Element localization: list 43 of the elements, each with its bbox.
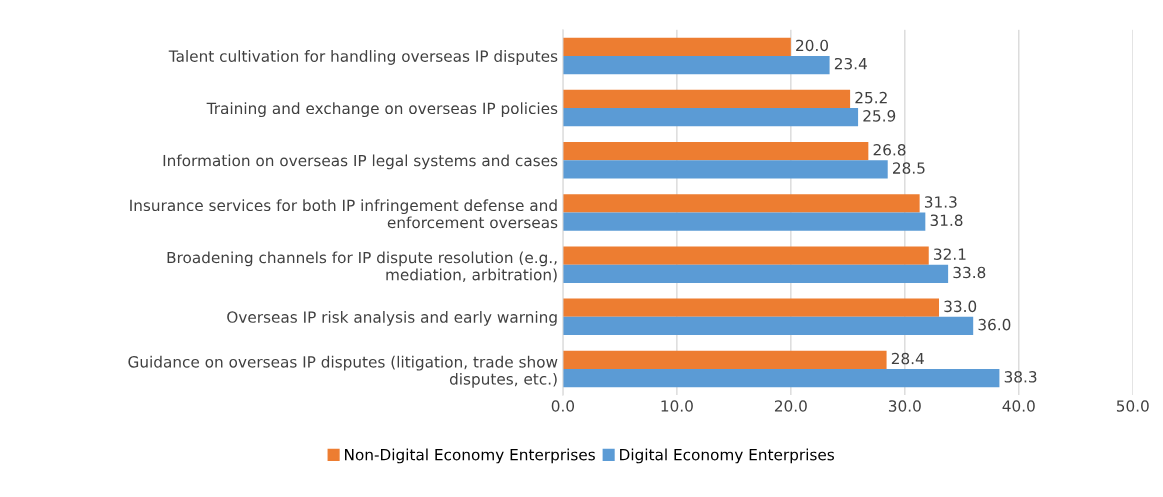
bar <box>562 298 940 317</box>
x-tick-label: 0.0 <box>551 400 575 412</box>
data-label: 23.4 <box>834 57 867 70</box>
x-tick-label: 30.0 <box>888 400 921 412</box>
data-label: 28.5 <box>893 162 925 174</box>
data-label: 38.3 <box>1004 371 1037 383</box>
x-tick-label: 10.0 <box>661 400 693 412</box>
bar <box>562 142 869 161</box>
bar <box>562 212 926 231</box>
data-label: 20.0 <box>796 39 829 52</box>
x-tick-label: 50.0 <box>1116 400 1149 412</box>
data-label: 26.8 <box>873 144 906 156</box>
bar <box>562 350 887 370</box>
y-tick-label: Training and exchange on overseas IP policies <box>206 102 558 118</box>
bar <box>562 264 949 283</box>
bar <box>562 369 1000 388</box>
data-label: 28.4 <box>891 352 924 365</box>
y-tick-label: Talent cultivation for handling overseas IP disputes <box>168 50 558 65</box>
data-label: 33.0 <box>944 300 977 313</box>
bar <box>562 89 851 109</box>
data-label: 36.0 <box>978 318 1011 331</box>
x-tick-label: 20.0 <box>774 400 807 412</box>
data-label: 25.9 <box>863 110 896 122</box>
bar <box>562 108 859 127</box>
y-tick-label: Insurance services for both IP infringement defense and enforcement overseas <box>130 199 558 229</box>
legend-label: Digital Economy Enterprises <box>620 448 834 464</box>
data-label: 33.8 <box>953 266 986 279</box>
y-tick-label: Overseas IP risk analysis and early warning <box>227 311 557 326</box>
bar <box>562 194 920 213</box>
data-label: 31.3 <box>924 196 957 208</box>
data-label: 31.8 <box>930 214 963 227</box>
y-tick-label: Information on overseas IP legal systems and cases <box>163 154 558 170</box>
y-tick-label: Broadening channels for IP dispute resolution (e.g., mediation, arbitration) <box>167 251 557 283</box>
legend-label: Non-Digital Economy Enterprises <box>345 448 595 464</box>
bar <box>562 37 791 56</box>
x-tick-label: 40.0 <box>1002 400 1035 412</box>
bar <box>562 246 929 265</box>
data-label: 32.1 <box>934 248 966 260</box>
y-tick-label: Guidance on overseas IP disputes (litigation, trade show disputes, etc.) <box>128 355 558 388</box>
bar <box>562 316 974 336</box>
bar <box>562 160 888 179</box>
bar <box>562 55 830 75</box>
data-label: 25.2 <box>855 91 887 104</box>
